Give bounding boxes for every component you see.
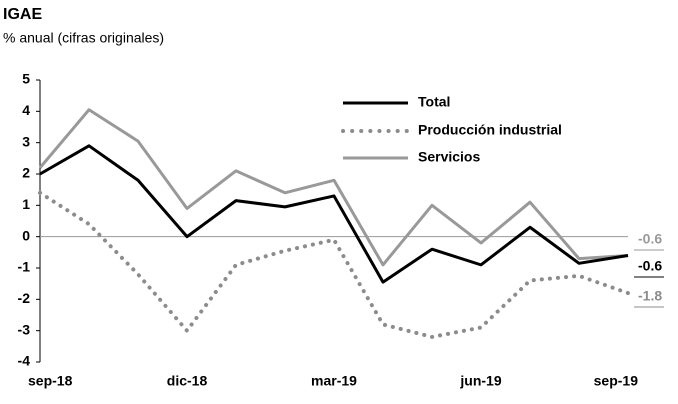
y-tick-label: -4 — [18, 353, 31, 369]
x-tick-label: jun-19 — [459, 373, 501, 389]
legend-label: Servicios — [418, 149, 480, 165]
x-tick-label: dic-18 — [167, 373, 208, 389]
value-label: -0.6 — [638, 258, 662, 274]
series-line — [38, 108, 629, 267]
y-tick-label: 1 — [22, 196, 30, 212]
series-line — [38, 190, 630, 339]
y-tick-label: -1 — [18, 259, 31, 275]
series-line — [39, 144, 629, 284]
y-tick-label: -2 — [18, 290, 31, 306]
y-tick-label: 3 — [22, 133, 30, 149]
chart-subtitle: % anual (cifras originales) — [3, 30, 164, 46]
value-label: -0.6 — [638, 231, 662, 247]
y-tick-label: 0 — [22, 227, 30, 243]
x-tick-label: sep-19 — [594, 373, 639, 389]
y-tick-label: 2 — [22, 165, 30, 181]
x-tick-label: sep-18 — [28, 373, 73, 389]
legend-label: Producción industrial — [418, 122, 562, 138]
legend-label: Total — [418, 94, 450, 110]
chart-title: IGAE — [3, 6, 42, 23]
y-tick-label: 4 — [22, 102, 30, 118]
y-tick-label: 5 — [22, 71, 30, 87]
x-tick-label: mar-19 — [311, 373, 357, 389]
y-tick-label: -3 — [18, 321, 31, 337]
value-label: -1.8 — [638, 288, 662, 304]
